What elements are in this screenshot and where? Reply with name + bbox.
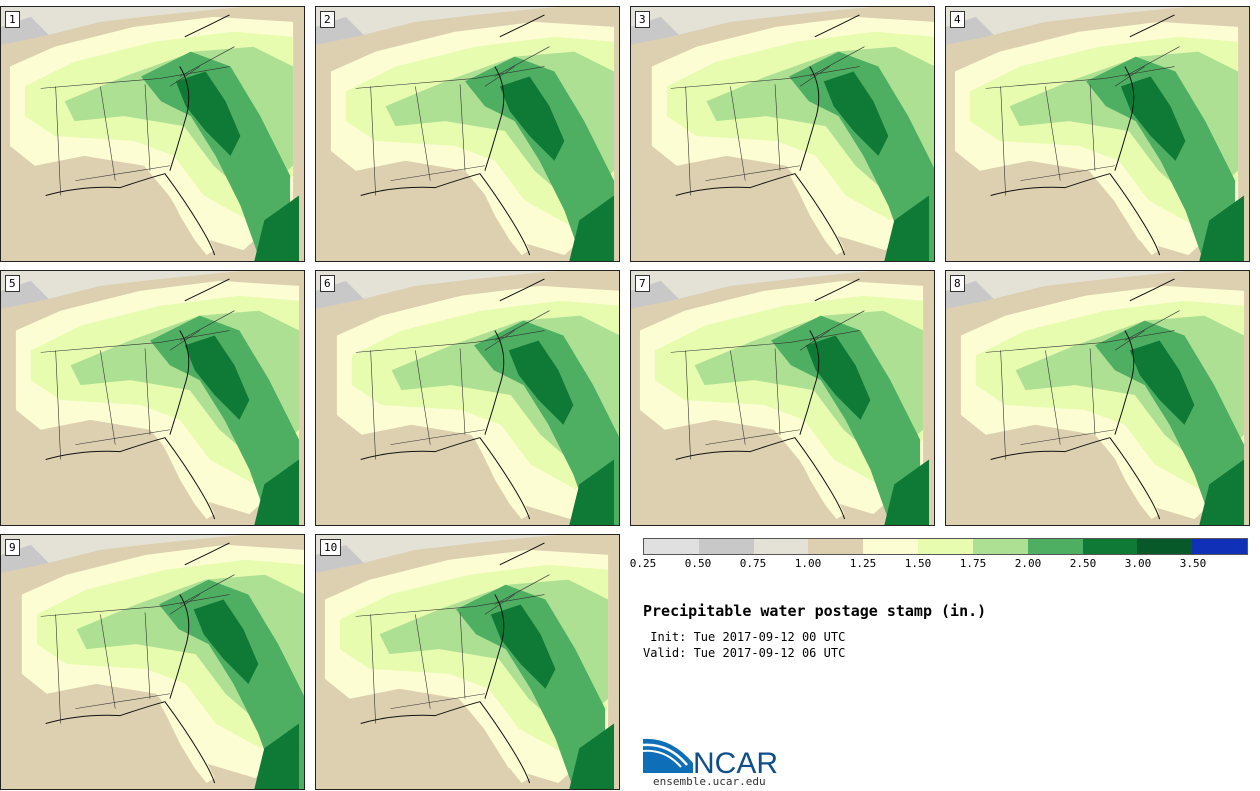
precipitable-water-map xyxy=(1,535,304,789)
legend-tick-label: 1.25 xyxy=(849,557,877,570)
precipitable-water-map xyxy=(316,271,619,525)
legend-tick-label: 0.50 xyxy=(684,557,712,570)
postage-stamp-panel: 9 xyxy=(0,534,305,790)
precipitable-water-map xyxy=(946,7,1249,261)
legend-swatch xyxy=(1082,539,1138,554)
ncar-logo: NCAR xyxy=(643,738,778,780)
panel-number: 4 xyxy=(950,11,965,28)
panel-number: 2 xyxy=(320,11,335,28)
postage-stamp-panel: 10 xyxy=(315,534,620,790)
legend-swatch xyxy=(863,539,919,554)
legend-tick-label: 1.75 xyxy=(959,557,987,570)
precipitable-water-map xyxy=(316,535,619,789)
legend-swatch xyxy=(644,539,699,554)
precipitable-water-map xyxy=(1,7,304,261)
panel-number: 6 xyxy=(320,275,335,292)
legend-tick-label: 2.00 xyxy=(1014,557,1042,570)
panel-number: 8 xyxy=(950,275,965,292)
panel-number: 3 xyxy=(635,11,650,28)
postage-stamp-panel: 7 xyxy=(630,270,935,526)
legend-tick-label: 3.00 xyxy=(1124,557,1152,570)
postage-stamp-panel: 6 xyxy=(315,270,620,526)
chart-title: Precipitable water postage stamp (in.) xyxy=(643,602,987,620)
valid-time: Valid: Tue 2017-09-12 06 UTC xyxy=(643,646,846,660)
legend-tick-label: 0.75 xyxy=(739,557,767,570)
panel-number: 7 xyxy=(635,275,650,292)
panel-number: 1 xyxy=(5,11,20,28)
ncar-logo-text: NCAR xyxy=(693,747,778,780)
legend-tick-label: 1.00 xyxy=(794,557,822,570)
postage-stamp-panel: 2 xyxy=(315,6,620,262)
postage-stamp-panel: 3 xyxy=(630,6,935,262)
postage-stamp-panel: 1 xyxy=(0,6,305,262)
legend-tick-label: 3.50 xyxy=(1179,557,1207,570)
postage-stamp-panel: 4 xyxy=(945,6,1250,262)
legend-swatch xyxy=(972,539,1028,554)
legend-tick-label: 2.50 xyxy=(1069,557,1097,570)
legend-swatch xyxy=(918,539,973,554)
panel-number: 5 xyxy=(5,275,20,292)
legend-swatch xyxy=(753,539,809,554)
precipitable-water-map xyxy=(316,7,619,261)
legend-swatch xyxy=(808,539,864,554)
color-legend-bar xyxy=(643,538,1248,555)
init-time: Init: Tue 2017-09-12 00 UTC xyxy=(643,630,846,644)
postage-stamp-panel: 8 xyxy=(945,270,1250,526)
panel-number: 10 xyxy=(320,539,342,556)
precipitable-water-map xyxy=(631,7,934,261)
legend-swatch xyxy=(1137,539,1193,554)
panel-number: 9 xyxy=(5,539,20,556)
legend-tick-label: 1.50 xyxy=(904,557,932,570)
legend-swatch xyxy=(698,539,754,554)
precipitable-water-map xyxy=(1,271,304,525)
legend-tick-label: 0.25 xyxy=(629,557,657,570)
logo-url: ensemble.ucar.edu xyxy=(653,775,766,788)
precipitable-water-map xyxy=(631,271,934,525)
legend-swatch xyxy=(1027,539,1083,554)
precipitable-water-map xyxy=(946,271,1249,525)
postage-stamp-panel: 5 xyxy=(0,270,305,526)
legend-swatch xyxy=(1192,539,1247,554)
